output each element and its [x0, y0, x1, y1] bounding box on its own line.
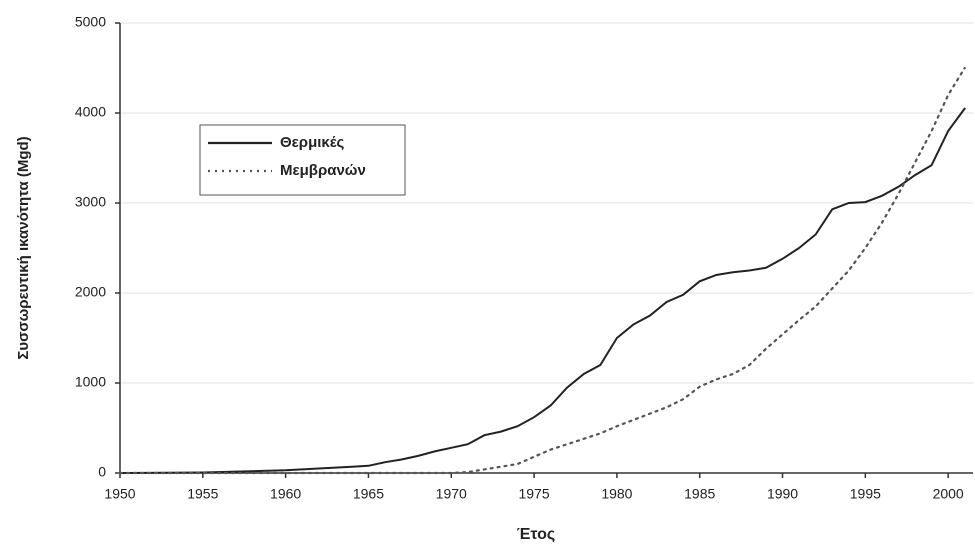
- x-tick-label: 1995: [850, 486, 881, 502]
- x-tick-label: 1960: [270, 486, 301, 502]
- y-tick-label: 5000: [75, 14, 106, 30]
- x-tick-label: 1965: [353, 486, 384, 502]
- x-tick-label: 1970: [436, 486, 467, 502]
- y-tick-label: 1000: [75, 374, 106, 390]
- x-tick-label: 1990: [767, 486, 798, 502]
- y-tick-label: 0: [98, 464, 106, 480]
- y-tick-label: 2000: [75, 284, 106, 300]
- x-tick-label: 1975: [518, 486, 549, 502]
- y-tick-label: 3000: [75, 194, 106, 210]
- x-axis-label: Έτος: [517, 526, 555, 543]
- y-axis-label: Συσσωρευτική ικανότητα (Mgd): [15, 136, 32, 359]
- x-tick-label: 1955: [187, 486, 218, 502]
- x-tick-label: 1985: [684, 486, 715, 502]
- legend-box: [199, 124, 406, 196]
- y-tick-label: 4000: [75, 104, 106, 120]
- legend-label: Θερμικές: [280, 134, 345, 151]
- x-tick-label: 1950: [104, 486, 135, 502]
- series-line: [119, 107, 966, 474]
- legend-label: Μεμβρανών: [280, 162, 366, 179]
- series-line: [118, 66, 966, 475]
- x-tick-label: 2000: [933, 486, 964, 502]
- x-tick-label: 1980: [601, 486, 632, 502]
